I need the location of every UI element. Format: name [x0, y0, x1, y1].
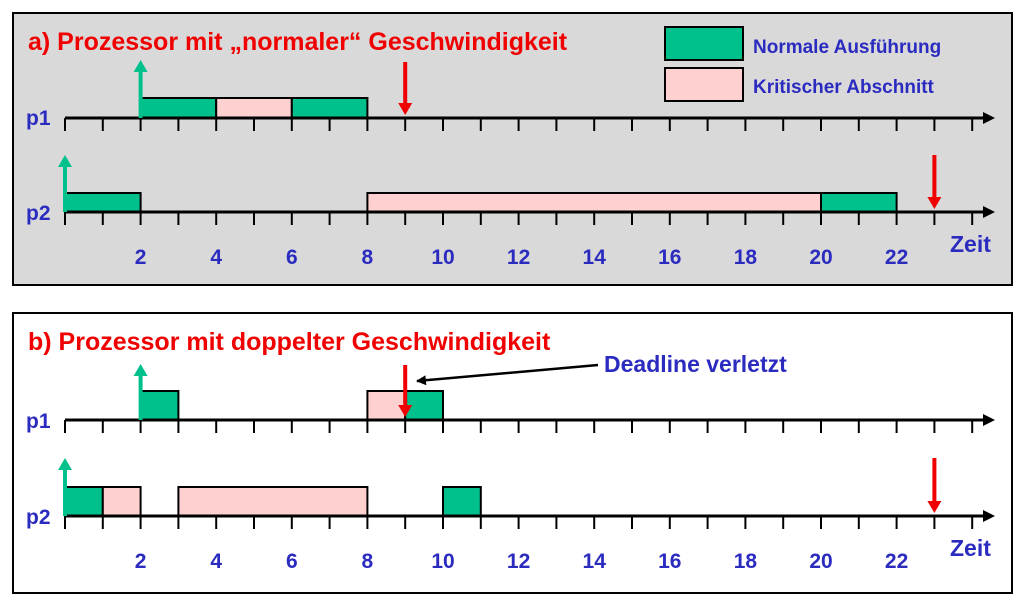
tick-labels: 2 4 6 8 10 12 14 16 18 20 22 [135, 246, 909, 269]
deadline-arrow-head [398, 103, 413, 115]
process-label-p2: p2 [26, 202, 51, 225]
normal-execution-bar [139, 390, 180, 421]
release-arrow [58, 155, 72, 212]
panel-b-timelines: 2 4 6 8 10 12 14 16 18 20 22 [58, 364, 995, 573]
tick-label: 2 [135, 550, 147, 573]
normal-execution-bar [139, 97, 218, 119]
tick-label: 18 [734, 550, 758, 573]
tick-label: 22 [885, 246, 908, 269]
time-axis [64, 414, 995, 433]
tick-label: 12 [507, 550, 530, 573]
tick-label: 20 [809, 550, 832, 573]
tick-label: 10 [431, 550, 454, 573]
normal-execution-bar [64, 192, 142, 213]
time-axis-arrowhead [983, 414, 995, 426]
time-axis [64, 112, 995, 131]
process-label-p1: p1 [26, 410, 51, 433]
release-arrow [58, 458, 72, 516]
timeline-p2 [58, 155, 995, 225]
panel-b-background [12, 312, 1013, 594]
tick-label: 18 [734, 246, 758, 269]
tick-label: 2 [135, 246, 147, 269]
release-arrow-head [58, 458, 72, 470]
panel-b: b) Prozessor mit doppelter Geschwindigke… [12, 312, 1013, 594]
panel-b-title: b) Prozessor mit doppelter Geschwindigke… [28, 328, 551, 356]
critical-section-bar [215, 97, 293, 119]
panel-a-title: a) Prozessor mit „normaler“ Geschwindigk… [28, 28, 568, 56]
tick-label: 14 [583, 246, 607, 269]
panel-a-timelines: 2 4 6 8 10 12 14 16 18 20 22 [58, 60, 995, 269]
time-axis-arrowhead [983, 206, 995, 218]
panel-a: a) Prozessor mit „normaler“ Geschwindigk… [12, 12, 1013, 286]
release-arrow-head [58, 155, 72, 167]
legend-critical-swatch [664, 67, 744, 102]
tick-label: 8 [362, 550, 374, 573]
time-axis [64, 510, 995, 529]
normal-execution-bar [290, 97, 369, 119]
time-axis-label: Zeit [950, 231, 991, 257]
deadline-arrow [398, 365, 413, 417]
tick-labels: 2 4 6 8 10 12 14 16 18 20 22 [135, 550, 909, 573]
process-label-p2: p2 [26, 506, 51, 529]
tick-label: 14 [583, 550, 607, 573]
deadline-arrow-head [927, 197, 942, 209]
time-axis [64, 206, 995, 225]
legend-normal-label: Normale Ausführung [753, 37, 941, 58]
tick-label: 6 [286, 246, 298, 269]
release-arrow-head [133, 60, 148, 72]
timeline-p2 [58, 458, 995, 529]
deadline-violated-pointer [416, 363, 599, 386]
timeline-p1 [64, 364, 995, 433]
release-arrow [133, 364, 148, 420]
critical-section-bar [366, 192, 822, 213]
deadline-arrow [927, 458, 942, 513]
legend-normal-swatch [664, 26, 744, 61]
panel-a-background [12, 12, 1013, 286]
critical-section-bar [177, 486, 369, 517]
tick-label: 16 [658, 550, 681, 573]
tick-label: 12 [507, 246, 530, 269]
time-axis-label: Zeit [950, 535, 991, 561]
tick-label: 20 [809, 246, 832, 269]
deadline-arrow [927, 155, 942, 209]
tick-label: 22 [885, 550, 908, 573]
tick-label: 16 [658, 246, 681, 269]
normal-execution-bar [442, 486, 482, 517]
tick-label: 8 [362, 246, 374, 269]
release-arrow-head [133, 364, 148, 376]
critical-section-bar [101, 486, 142, 517]
tick-label: 6 [286, 550, 298, 573]
timeline-p1 [64, 60, 995, 131]
deadline-arrow-head [398, 405, 413, 417]
time-axis-arrowhead [983, 510, 995, 522]
deadline-arrow [398, 62, 413, 115]
legend-critical-label: Kritischer Abschnitt [753, 77, 935, 98]
normal-execution-bar [64, 486, 104, 517]
deadline-arrow-head [927, 501, 942, 513]
tick-label: 10 [431, 246, 454, 269]
deadline-violated-label: Deadline verletzt [604, 351, 787, 377]
process-label-p1: p1 [26, 107, 51, 130]
tick-label: 4 [210, 550, 222, 573]
time-axis-arrowhead [983, 112, 995, 124]
tick-label: 4 [210, 246, 222, 269]
release-arrow [133, 60, 148, 118]
normal-execution-bar [820, 192, 898, 213]
